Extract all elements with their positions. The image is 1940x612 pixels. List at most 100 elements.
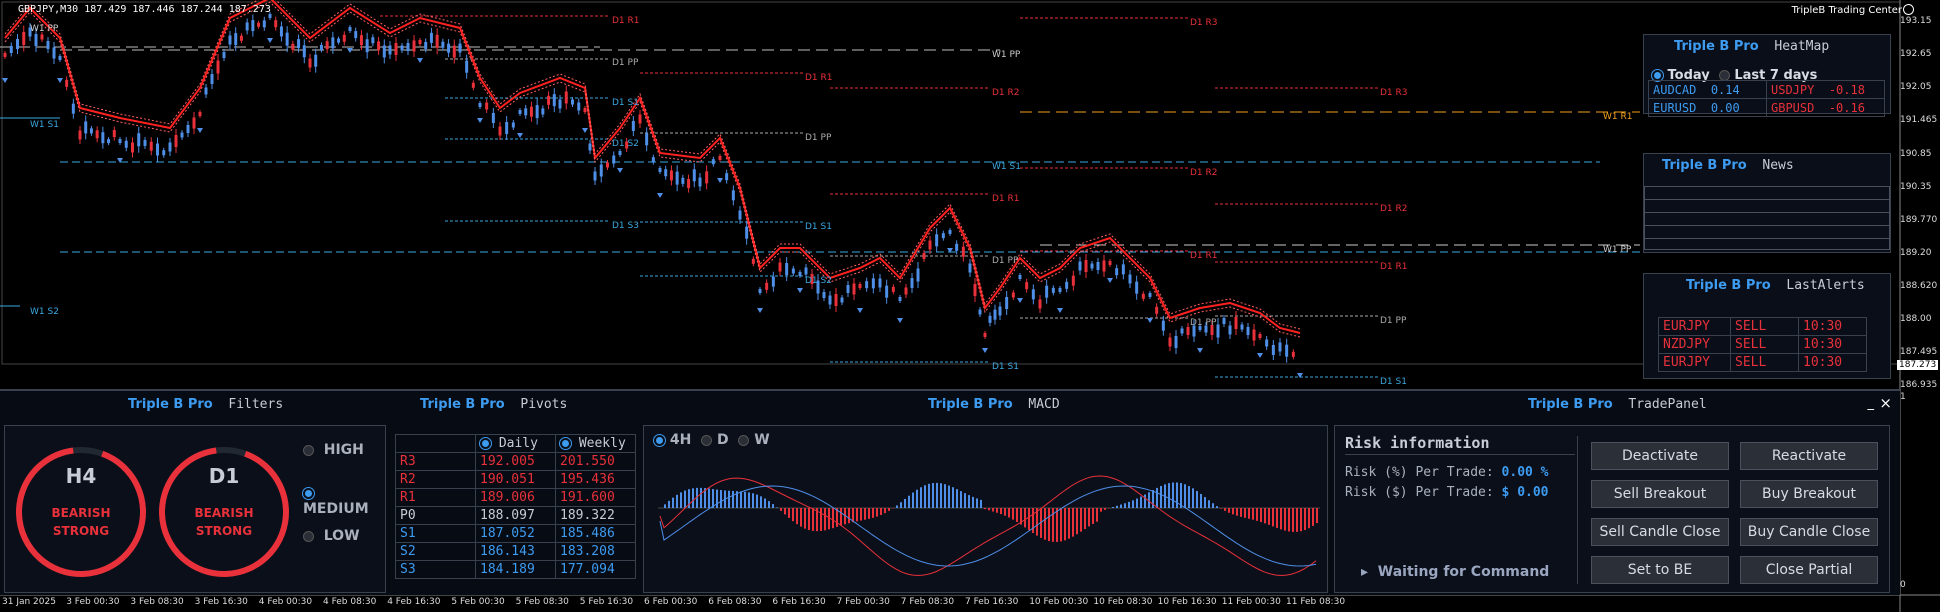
status-line: ▸ Waiting for Command bbox=[1361, 564, 1549, 580]
level-label-d1-s2: D1 S2 bbox=[805, 276, 832, 286]
price-tick: 187.495 bbox=[1900, 347, 1938, 357]
time-tick: 6 Feb 00:30 bbox=[644, 597, 698, 607]
heatmap-cell[interactable]: USDJPY -0.18 bbox=[1766, 80, 1885, 99]
pivot-cell: 201.550 bbox=[555, 452, 636, 471]
alert-row[interactable]: EURJPY SELL 10:30 bbox=[1658, 353, 1867, 372]
pivot-cell: 183.208 bbox=[555, 542, 636, 561]
level-label-d1-pp: D1 PP bbox=[612, 58, 639, 68]
price-axis: 193.15 192.65 192.05 191.465 190.85 190.… bbox=[1900, 0, 1940, 595]
level-label-d1-pp: D1 PP bbox=[1380, 316, 1407, 326]
pivot-row: R1 189.006 191.600 bbox=[395, 488, 636, 507]
heatmap-title-text: HeatMap bbox=[1774, 39, 1830, 54]
pivot-cell: R3 bbox=[395, 452, 476, 471]
time-tick: 5 Feb 08:30 bbox=[515, 597, 569, 607]
macd-radio-4h[interactable] bbox=[654, 434, 665, 446]
minimize-button[interactable]: _ bbox=[1867, 396, 1875, 411]
heatmap-cell[interactable]: EURUSD 0.00 bbox=[1648, 98, 1767, 117]
price-tick: 190.85 bbox=[1900, 149, 1932, 159]
level-label-d1-r1: D1 R1 bbox=[1190, 251, 1218, 261]
pivot-cell: 187.052 bbox=[475, 524, 556, 543]
macd-box: 4H D W bbox=[643, 425, 1328, 593]
pivot-cell: 184.189 bbox=[475, 560, 556, 579]
level-label-d1-r2: D1 R2 bbox=[992, 88, 1020, 98]
pivot-cell: 191.600 bbox=[555, 488, 636, 507]
smiley-icon[interactable] bbox=[1903, 4, 1914, 15]
sell-candle-close-button[interactable]: Sell Candle Close bbox=[1591, 518, 1729, 546]
heatmap-range-toggle: Today Last 7 days bbox=[1652, 68, 1817, 83]
time-tick: 7 Feb 00:30 bbox=[836, 597, 890, 607]
time-tick: 7 Feb 08:30 bbox=[900, 597, 955, 607]
buy-candle-close-button[interactable]: Buy Candle Close bbox=[1740, 518, 1878, 546]
time-tick: 6 Feb 16:30 bbox=[772, 597, 826, 607]
time-tick: 3 Feb 16:30 bbox=[194, 597, 248, 607]
filters-brand: Triple B Pro bbox=[128, 397, 213, 412]
d1-gauge-label: D1 bbox=[208, 464, 240, 488]
price-tick: 190.35 bbox=[1900, 182, 1932, 192]
macd-radio-d[interactable] bbox=[701, 434, 713, 446]
heatmap-cell[interactable]: AUDCAD 0.14 bbox=[1648, 80, 1767, 99]
news-list[interactable] bbox=[1644, 186, 1890, 250]
price-tick: 186.935 bbox=[1900, 380, 1938, 390]
filter-option-high[interactable]: HIGH bbox=[303, 442, 364, 458]
heatmap-cell[interactable]: GBPUSD -0.16 bbox=[1766, 98, 1885, 117]
buy-breakout-button[interactable]: Buy Breakout bbox=[1740, 480, 1878, 508]
close-partial-button[interactable]: Close Partial bbox=[1740, 556, 1878, 584]
time-axis: 31 Jan 2025 3 Feb 00:30 3 Feb 08:30 3 Feb 1… bbox=[0, 596, 1900, 612]
signal-arrows bbox=[2, 38, 1303, 378]
deactivate-button[interactable]: Deactivate bbox=[1591, 442, 1729, 470]
pivot-cell: 188.097 bbox=[475, 506, 556, 525]
filter-option-low[interactable]: LOW bbox=[303, 528, 360, 544]
level-label-w1-pp: W1 PP bbox=[992, 50, 1021, 60]
current-price-tag: 187.273 bbox=[1897, 360, 1939, 370]
pivots-table: Daily Weekly R3 192.005 201.550 R2 190.051 19… bbox=[395, 434, 636, 579]
label-today: Today bbox=[1667, 68, 1710, 83]
level-label-d1-r3: D1 R3 bbox=[1190, 18, 1218, 28]
time-tick: 4 Feb 08:30 bbox=[323, 597, 377, 607]
level-label-d1-r2: D1 R2 bbox=[1190, 168, 1218, 178]
alert-row[interactable]: NZDJPY SELL 10:30 bbox=[1658, 335, 1867, 354]
level-label-d1-s1: D1 S1 bbox=[1380, 377, 1407, 387]
d1-gauge-state: BEARISH STRONG bbox=[194, 506, 254, 538]
pivots-title-text: Pivots bbox=[520, 397, 568, 412]
pivot-cell: 192.005 bbox=[475, 452, 556, 471]
level-label-w1-pp: W1 PP bbox=[1603, 245, 1632, 255]
heatmap-brand: Triple B Pro bbox=[1674, 39, 1759, 54]
close-button[interactable]: × bbox=[1879, 394, 1892, 412]
level-label-d1-s2: D1 S2 bbox=[612, 139, 639, 149]
subwindow-tick: 1 bbox=[1900, 392, 1906, 402]
pivot-level-lines bbox=[0, 15, 1650, 378]
set-to-be-button[interactable]: Set to BE bbox=[1591, 556, 1729, 584]
pivots-brand: Triple B Pro bbox=[420, 397, 505, 412]
time-tick: 7 Feb 16:30 bbox=[965, 597, 1019, 607]
risk-usd-row: Risk ($) Per Trade: $ 0.00 bbox=[1345, 485, 1549, 500]
pivot-col-daily[interactable]: Daily bbox=[475, 434, 556, 453]
pivot-col-weekly[interactable]: Weekly bbox=[555, 434, 636, 453]
reactivate-button[interactable]: Reactivate bbox=[1740, 442, 1878, 470]
level-label-w1-s2: W1 S2 bbox=[30, 307, 59, 317]
level-label-d1-r1: D1 R1 bbox=[992, 194, 1020, 204]
news-brand: Triple B Pro bbox=[1662, 158, 1747, 173]
price-tick: 189.20 bbox=[1900, 248, 1932, 258]
label-last-7-days: Last 7 days bbox=[1734, 68, 1818, 83]
level-label-d1-r1: D1 R1 bbox=[1380, 262, 1408, 272]
filter-option-medium[interactable]: MEDIUM bbox=[303, 485, 385, 517]
pivot-cell: 177.094 bbox=[555, 560, 636, 579]
alerts-title: Triple B Pro LastAlerts bbox=[1686, 278, 1865, 293]
trade-title: Triple B Pro TradePanel bbox=[1528, 397, 1707, 412]
time-tick: 10 Feb 00:30 bbox=[1029, 597, 1089, 607]
alerts-panel: Triple B Pro LastAlerts EURJPY SELL 10:30 … bbox=[1643, 273, 1891, 379]
sell-breakout-button[interactable]: Sell Breakout bbox=[1591, 480, 1729, 508]
pivots-title: Triple B Pro Pivots bbox=[420, 397, 567, 412]
alert-row[interactable]: EURJPY SELL 10:30 bbox=[1658, 317, 1867, 336]
risk-divider bbox=[1345, 454, 1575, 455]
time-tick: 6 Feb 08:30 bbox=[708, 597, 762, 607]
pivot-row: R2 190.051 195.436 bbox=[395, 470, 636, 489]
level-label-w1-pp: W1 PP bbox=[30, 24, 59, 34]
chart-frame bbox=[1, 1, 1901, 365]
pivot-cell: 195.436 bbox=[555, 470, 636, 489]
macd-radio-w[interactable] bbox=[738, 434, 750, 446]
level-label-w1-r1: W1 R1 bbox=[1603, 112, 1633, 122]
macd-histogram bbox=[658, 475, 1320, 576]
pivot-cell: S3 bbox=[395, 560, 476, 579]
